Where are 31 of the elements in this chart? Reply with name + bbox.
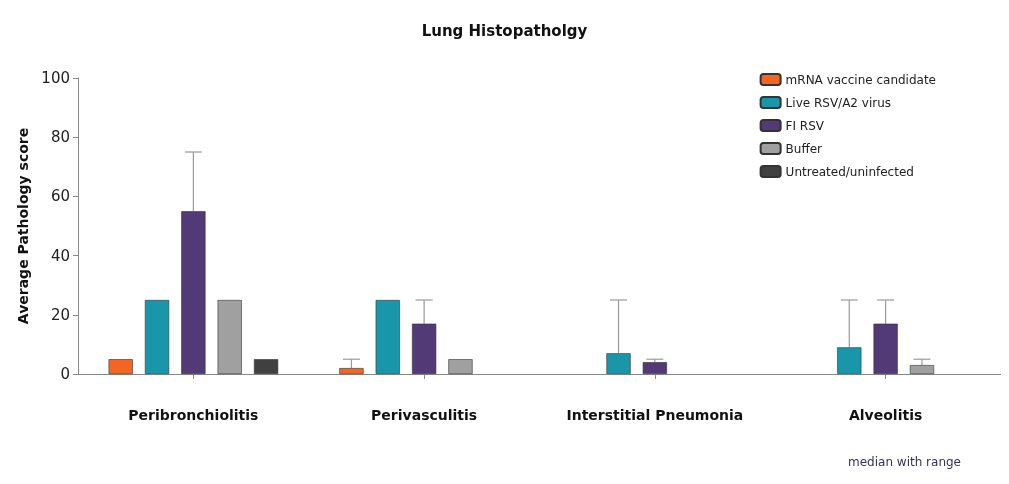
bar: [873, 323, 898, 374]
bar: [339, 368, 364, 374]
y-tick-label: 80: [50, 128, 70, 147]
y-tick-label: 40: [50, 246, 70, 265]
text: median with range: [848, 455, 962, 469]
legend-label: FI RSV: [785, 118, 825, 133]
legend-label: Live RSV/A2 virus: [785, 95, 892, 110]
y-tick-label: 20: [50, 305, 70, 324]
legend-label: Untreated/uninfected: [785, 164, 914, 179]
bar: [642, 362, 667, 374]
bar: [606, 353, 631, 374]
legend-label: mRNA vaccine candidate: [785, 72, 937, 87]
bar: [253, 359, 279, 374]
x-tick-label: Peribronchiolitis: [128, 407, 259, 423]
bar: [412, 323, 437, 374]
legend-label: Buffer: [785, 141, 823, 156]
bar: [375, 300, 400, 374]
y-tick-label: 60: [50, 187, 70, 206]
bar: [144, 300, 170, 374]
x-tick-label: Alveolitis: [848, 407, 923, 423]
bar: [217, 300, 242, 374]
bar: [181, 211, 206, 374]
bar: [448, 359, 473, 374]
x-tick-label: Perivasculitis: [371, 407, 478, 423]
chart-title: Lung Histopatholgy: [421, 21, 588, 40]
x-tick-label: Interstitial Pneumonia: [566, 407, 744, 423]
y-tick-label: 100: [41, 69, 70, 87]
bar: [108, 359, 133, 374]
y-tick-label: 0: [60, 365, 70, 383]
bar: [837, 347, 862, 374]
y-axis-title: Average Pathology score: [15, 127, 32, 325]
